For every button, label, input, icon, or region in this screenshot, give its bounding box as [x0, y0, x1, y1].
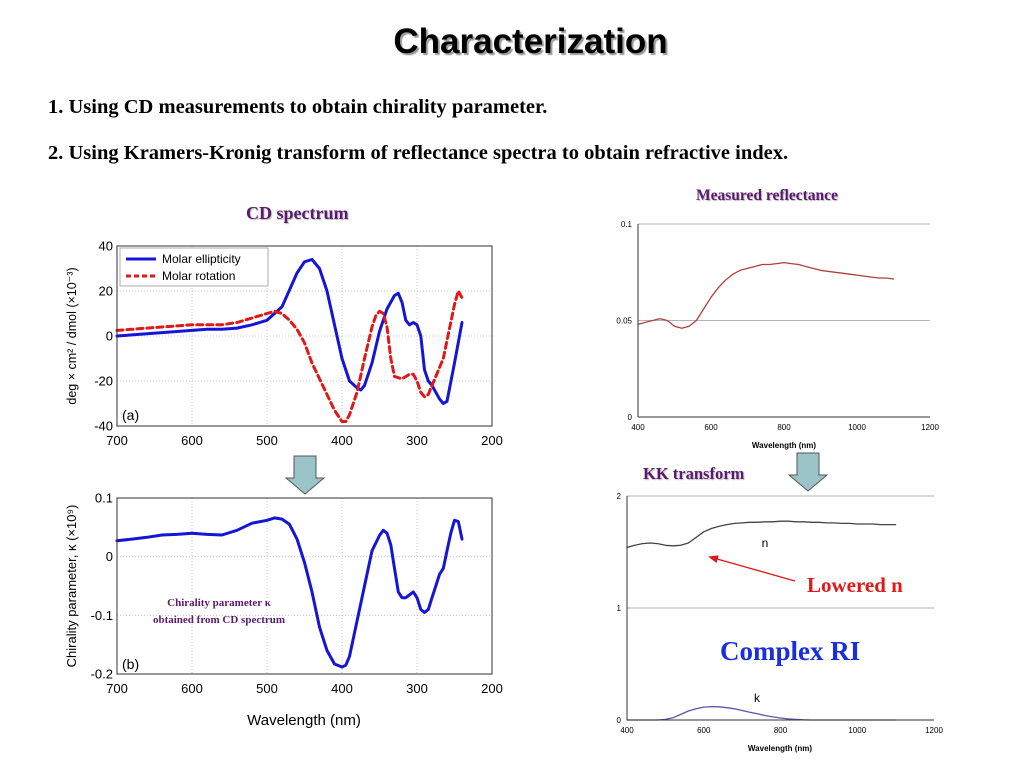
- chirality-note-line2: obtained from CD spectrum: [153, 614, 285, 626]
- x-tick-label: 800: [777, 423, 791, 432]
- reflectance-chart: 0 0.05 0.1 400 600 800 1000 1200 Wavelength (nm…: [616, 220, 939, 450]
- down-arrow-icon: [787, 452, 829, 492]
- y-tick-label: 0.05: [616, 316, 632, 325]
- down-arrow-icon: [284, 455, 326, 495]
- x-axis-label-b: Wavelength (nm): [247, 712, 361, 729]
- down-arrow-right: [787, 452, 829, 492]
- y-tick-label: 0: [617, 716, 622, 725]
- x-tick-label: 700: [106, 433, 128, 448]
- x-tick-label: 200: [481, 681, 503, 696]
- x-tick-label: 1000: [848, 423, 866, 432]
- y-tick-label: 0: [106, 549, 113, 564]
- x-tick-label: 400: [331, 433, 353, 448]
- y-tick-label: 0: [106, 329, 113, 344]
- legend-a: Molar ellipticity Molar rotation: [119, 247, 269, 287]
- x-tick-label: 400: [620, 726, 634, 735]
- panel-label-a: (a): [122, 407, 139, 423]
- y-tick-label: -0.1: [91, 608, 113, 623]
- x-tick-label: 400: [331, 681, 353, 696]
- caption-measured-reflectance: Measured reflectance: [696, 187, 838, 204]
- x-tick-label: 600: [181, 433, 203, 448]
- x-tick-label: 600: [697, 726, 711, 735]
- legend-box: [119, 247, 269, 287]
- plot-frame-b: [116, 497, 493, 675]
- series-label-n: n: [762, 536, 769, 550]
- slide-title: Characterization: [393, 22, 668, 61]
- y-axis-label-b: Chirality parameter, κ (×10⁹): [64, 505, 79, 668]
- series-line-2-0: [637, 261, 895, 329]
- y-tick-label: 40: [99, 239, 113, 254]
- x-tick-label: 300: [406, 681, 428, 696]
- caption-cd-spectrum: CD spectrum: [246, 203, 349, 223]
- legend-label-rotation: Molar rotation: [162, 269, 235, 283]
- x-tick-label: 300: [406, 433, 428, 448]
- series-line-k: [626, 705, 897, 721]
- x-tick-label: 600: [704, 423, 718, 432]
- y-axis-label-a: deg × cm² / dmol (×10⁻³): [65, 267, 79, 404]
- x-tick-label: 1000: [848, 726, 866, 735]
- x-tick-label: 400: [631, 423, 645, 432]
- plot-frame-a: [116, 245, 493, 427]
- point-2: 2. Using Kramers-Kronig transform of ref…: [48, 142, 789, 164]
- series-line-1-0: [115, 516, 464, 669]
- down-arrow-left: [284, 455, 326, 495]
- x-axis-label-c: Wavelength (nm): [752, 441, 816, 450]
- chirality-note-line1: Chirality parameter κ: [167, 597, 272, 609]
- complex-ri-label: Complex RI: [720, 636, 860, 666]
- point-1: 1. Using CD measurements to obtain chira…: [48, 96, 548, 118]
- x-tick-label: 800: [774, 726, 788, 735]
- x-tick-label: 1200: [925, 726, 943, 735]
- y-tick-label: 2: [617, 492, 622, 501]
- y-tick-label: -0.2: [91, 667, 113, 682]
- x-tick-label: 700: [106, 681, 128, 696]
- y-tick-label: 0.1: [95, 491, 113, 506]
- series-line-molar-ellipticity: [115, 258, 464, 405]
- lowered-n-arrow: [708, 555, 796, 582]
- legend-label-ellipticity: Molar ellipticity: [162, 252, 241, 266]
- x-tick-label: 200: [481, 433, 503, 448]
- x-tick-label: 500: [256, 681, 278, 696]
- series-line-molar-rotation: [115, 289, 464, 423]
- y-tick-label: 0: [628, 413, 633, 422]
- series-line-n: [626, 520, 897, 549]
- y-tick-label: 0.1: [621, 220, 633, 229]
- x-tick-label: 600: [181, 681, 203, 696]
- caption-kk-transform: KK transform: [643, 464, 745, 483]
- x-axis-label-d: Wavelength (nm): [748, 744, 812, 753]
- y-tick-label: 20: [99, 284, 113, 299]
- y-tick-label: -40: [94, 419, 113, 434]
- x-tick-label: 1200: [921, 423, 939, 432]
- series-label-k: k: [754, 691, 761, 705]
- panel-label-b: (b): [122, 656, 139, 672]
- y-tick-label: -20: [94, 374, 113, 389]
- kk-transform-chart: 0 1 2 400 600 800 1000 1200 Wavelength (nm) n k…: [617, 492, 944, 753]
- y-tick-label: 1: [617, 604, 622, 613]
- x-tick-label: 500: [256, 433, 278, 448]
- lowered-n-label: Lowered n: [807, 573, 903, 597]
